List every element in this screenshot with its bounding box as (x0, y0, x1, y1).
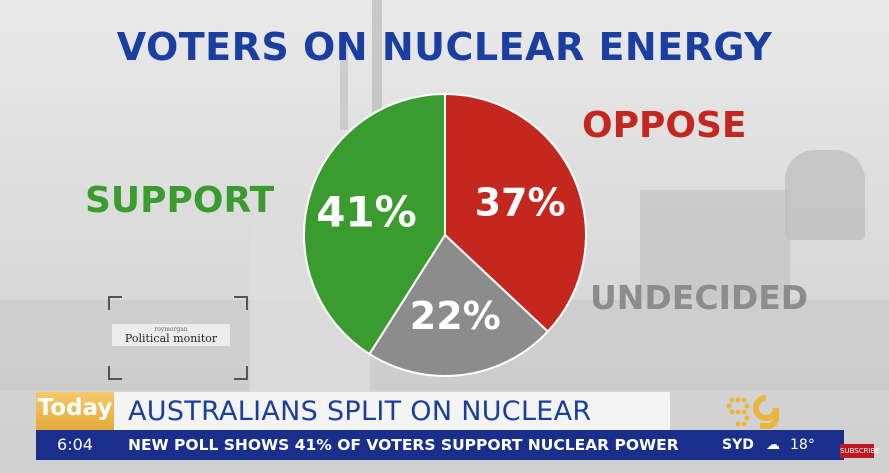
legend-oppose: OPPOSE (582, 105, 747, 146)
pie-slice-undecided (368, 233, 550, 377)
weather-city: SYD (722, 437, 754, 453)
background-smokestack (372, 0, 382, 120)
frame-corner (234, 366, 248, 380)
watermark-text: Political monitor (124, 332, 218, 345)
frame-corner (108, 296, 122, 310)
watermark-box: roymorgan Political monitor (112, 324, 230, 346)
subscribe-badge[interactable]: SUBSCRIBE (840, 444, 880, 458)
watermark-brand: roymorgan (154, 326, 188, 333)
background-smokestack (340, 40, 348, 130)
headline-bar: AUSTRALIANS SPLIT ON NUCLEAR (114, 392, 670, 430)
headline-text: AUSTRALIANS SPLIT ON NUCLEAR (128, 396, 592, 427)
source-watermark: roymorgan Political monitor (108, 296, 248, 380)
frame-corner (234, 296, 248, 310)
pie-label-support: 41% (316, 188, 417, 237)
today-logo: Today (36, 392, 114, 430)
legend-undecided: UNDECIDED (590, 278, 809, 317)
subline-text: NEW POLL SHOWS 41% OF VOTERS SUPPORT NUC… (128, 436, 679, 454)
background-factory (640, 190, 790, 300)
pie-slice-support (303, 92, 446, 356)
subline-bar: NEW POLL SHOWS 41% OF VOTERS SUPPORT NUC… (114, 430, 708, 460)
weather-temperature: 18° (790, 437, 815, 453)
cloud-sun-icon: ☁ (766, 437, 780, 453)
channel-nine-logo-icon (726, 395, 779, 429)
broadcast-clock: 6:04 (36, 430, 114, 460)
pie-label-oppose: 37% (475, 181, 566, 225)
legend-support: SUPPORT (85, 180, 275, 221)
pie-slice-oppose (444, 92, 587, 333)
frame-corner (108, 366, 122, 380)
pie-chart: 37% 22% 41% (303, 92, 587, 377)
weather-widget: SYD ☁ 18° (708, 430, 844, 460)
background-cooling-tower (785, 150, 865, 240)
chart-title: VOTERS ON NUCLEAR ENERGY (116, 25, 773, 69)
pie-label-undecided: 22% (410, 294, 501, 338)
today-logo-text: Today (37, 395, 113, 421)
